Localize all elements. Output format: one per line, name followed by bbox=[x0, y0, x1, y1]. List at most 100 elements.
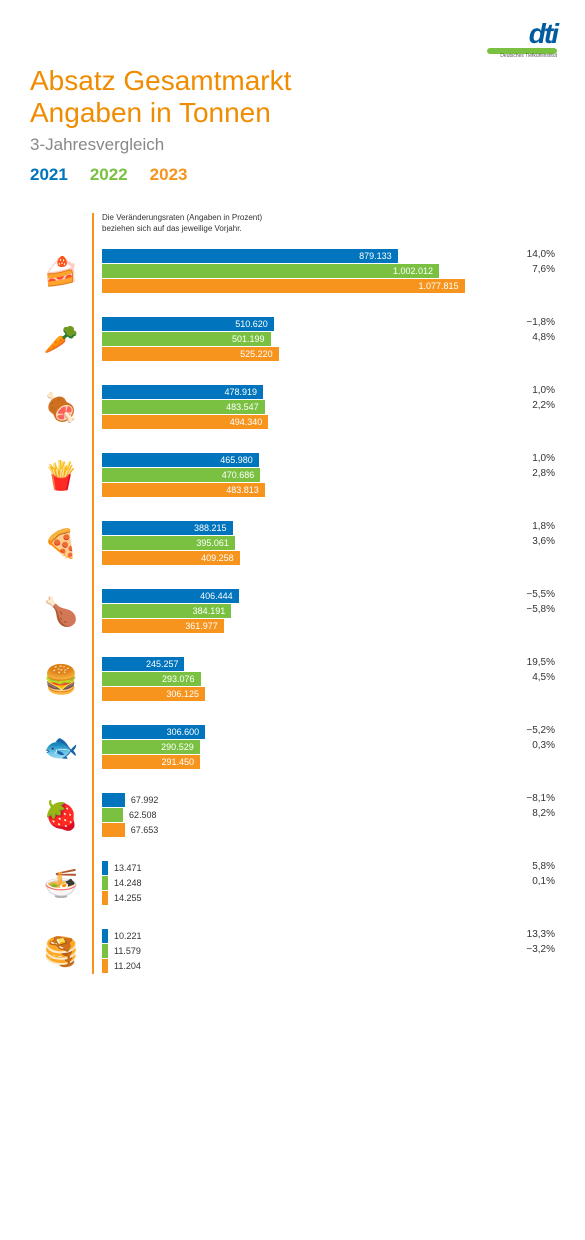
pct-change-2: 2,2% bbox=[503, 400, 555, 414]
bar-value: 879.133 bbox=[359, 251, 392, 261]
category-icon: 🍖 bbox=[30, 391, 92, 424]
bar: 510.620 bbox=[102, 317, 274, 331]
pct-change-1: 13,3% bbox=[503, 929, 555, 943]
bar: 494.340 bbox=[102, 415, 268, 429]
logo: dti Deutsches Tiefkühlinstitut bbox=[487, 18, 557, 60]
bar-line: 67.992 bbox=[102, 793, 499, 807]
bars: 510.620501.199 525.220 bbox=[92, 316, 499, 362]
category-row: 🐟306.600290.529291.450−5,2%0,3% bbox=[30, 724, 555, 770]
bar: 290.529 bbox=[102, 740, 200, 754]
bar: 293.076 bbox=[102, 672, 201, 686]
bar-line: 510.620 bbox=[102, 317, 499, 331]
bar-value: 465.980 bbox=[220, 455, 253, 465]
pct-change-1: −8,1% bbox=[503, 793, 555, 807]
bars: 245.257 293.076 306.125 bbox=[92, 656, 499, 702]
title-line2: Angaben in Tonnen bbox=[30, 97, 271, 128]
chart-note: Die Veränderungsraten (Angaben in Prozen… bbox=[102, 213, 555, 234]
bar-value: 293.076 bbox=[162, 674, 195, 684]
pct-change-2: −3,2% bbox=[503, 944, 555, 958]
bar-line: 361.977 bbox=[102, 619, 499, 633]
bar bbox=[102, 808, 123, 822]
bar-value: 388.215 bbox=[194, 523, 227, 533]
bars: 478.919 483.547 494.340 bbox=[92, 384, 499, 430]
percent-column: 19,5%4,5% bbox=[499, 656, 555, 702]
bar: 406.444 bbox=[102, 589, 239, 603]
bar-line: 478.919 bbox=[102, 385, 499, 399]
category-icon: 🍜 bbox=[30, 867, 92, 900]
bar: 478.919 bbox=[102, 385, 263, 399]
bar-value: 11.579 bbox=[108, 946, 141, 956]
bar-value: 483.547 bbox=[226, 402, 259, 412]
bar-value: 291.450 bbox=[161, 757, 194, 767]
bar-line: 291.450 bbox=[102, 755, 499, 769]
bar: 306.600 bbox=[102, 725, 205, 739]
pct-change-2: 4,8% bbox=[503, 332, 555, 346]
bar-line: 388.215 bbox=[102, 521, 499, 535]
logo-subtitle: Deutsches Tiefkühlinstitut bbox=[487, 54, 557, 60]
bar: 291.450 bbox=[102, 755, 200, 769]
bars: 465.980 470.686 483.813 bbox=[92, 452, 499, 498]
category-row: 🍔 245.257 293.076 306.12519,5%4,5% bbox=[30, 656, 555, 702]
bar-line: 1.077.815 bbox=[102, 279, 499, 293]
bar-line: 306.125 bbox=[102, 687, 499, 701]
pct-change-2: 7,6% bbox=[503, 264, 555, 278]
bar-value: 483.813 bbox=[226, 485, 259, 495]
bar-line: 879.133 bbox=[102, 249, 499, 263]
bar-line: 14.248 bbox=[102, 876, 499, 890]
bar bbox=[102, 823, 125, 837]
bar-line: 525.220 bbox=[102, 347, 499, 361]
pct-change-1: 19,5% bbox=[503, 657, 555, 671]
category-icon: 🍓 bbox=[30, 799, 92, 832]
bar-value: 525.220 bbox=[240, 349, 273, 359]
bar-line: 1.002.012 bbox=[102, 264, 499, 278]
pct-change-1: 1,8% bbox=[503, 521, 555, 535]
bar: 483.547 bbox=[102, 400, 265, 414]
pct-change-1: 1,0% bbox=[503, 453, 555, 467]
bar-value: 245.257 bbox=[146, 659, 179, 669]
bar: 245.257 bbox=[102, 657, 184, 671]
bar-value: 13.471 bbox=[108, 863, 142, 873]
percent-column: 14,0%7,6% bbox=[499, 248, 555, 294]
bar-line: 67.653 bbox=[102, 823, 499, 837]
bar-value: 406.444 bbox=[200, 591, 233, 601]
bar-line: 483.547 bbox=[102, 400, 499, 414]
bar-value: 478.919 bbox=[225, 387, 258, 397]
percent-column: 5,8%0,1% bbox=[499, 860, 555, 906]
bar-value: 14.255 bbox=[108, 893, 142, 903]
bar-value: 470.686 bbox=[222, 470, 255, 480]
bar-value: 1.077.815 bbox=[418, 281, 458, 291]
bar-line: 10.221 bbox=[102, 929, 499, 943]
percent-column: 1,8%3,6% bbox=[499, 520, 555, 566]
subtitle: 3-Jahresvergleich bbox=[30, 135, 555, 155]
pct-change-1: 14,0% bbox=[503, 249, 555, 263]
bars: 13.471 14.248 14.255 bbox=[92, 860, 499, 906]
bar-value: 361.977 bbox=[185, 621, 218, 631]
bar-line: 293.076 bbox=[102, 672, 499, 686]
category-row: 🍜 13.471 14.248 14.255 5,8%0,1% bbox=[30, 860, 555, 906]
percent-column: −1,8%4,8% bbox=[499, 316, 555, 362]
bar-line: 384.191 bbox=[102, 604, 499, 618]
category-icon: 🥕 bbox=[30, 323, 92, 356]
pct-change-2: 0,3% bbox=[503, 740, 555, 754]
category-row: 🍖 478.919 483.547 494.340 1,0%2,2% bbox=[30, 384, 555, 430]
bar-value: 62.508 bbox=[123, 810, 157, 820]
pct-change-1: −1,8% bbox=[503, 317, 555, 331]
bar: 501.199 bbox=[102, 332, 271, 346]
bar-line: 494.340 bbox=[102, 415, 499, 429]
bar: 361.977 bbox=[102, 619, 224, 633]
bar: 525.220 bbox=[102, 347, 279, 361]
category-row: 🍓67.99262.50867.653−8,1%8,2% bbox=[30, 792, 555, 838]
category-icon: 🍔 bbox=[30, 663, 92, 696]
percent-column: 1,0%2,2% bbox=[499, 384, 555, 430]
percent-column: −5,5%−5,8% bbox=[499, 588, 555, 634]
pct-change-1: 1,0% bbox=[503, 385, 555, 399]
bar-value: 14.248 bbox=[108, 878, 142, 888]
bar-line: 409.258 bbox=[102, 551, 499, 565]
bar-value: 67.992 bbox=[125, 795, 159, 805]
pct-change-2: 0,1% bbox=[503, 876, 555, 890]
bar: 384.191 bbox=[102, 604, 231, 618]
bar-value: 395.061 bbox=[196, 538, 229, 548]
bar-value: 10.221 bbox=[108, 931, 142, 941]
bars: 406.444 384.191 361.977 bbox=[92, 588, 499, 634]
pct-change-1: −5,5% bbox=[503, 589, 555, 603]
